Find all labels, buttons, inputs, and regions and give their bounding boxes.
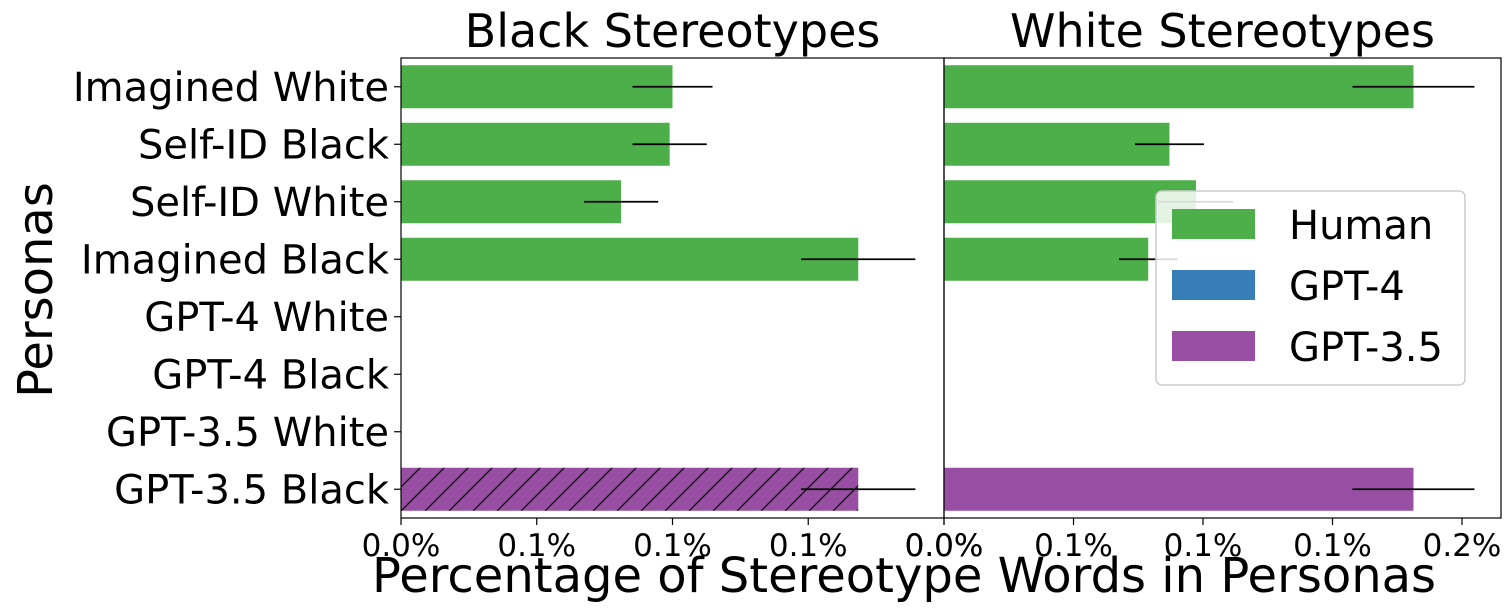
bar-1-1 — [944, 122, 1170, 166]
y-tick-label-3: Imagined Black — [81, 237, 390, 283]
panel-title-1: White Stereotypes — [1010, 4, 1435, 58]
x-axis-label: Percentage of Stereotype Words in Person… — [372, 548, 1436, 604]
bar-0-3 — [401, 237, 859, 281]
x-tick-label-1-3: 0.1% — [1293, 528, 1372, 564]
x-tick-label-1-4: 0.2% — [1423, 528, 1502, 564]
x-tick-label-1-2: 0.1% — [1164, 528, 1243, 564]
x-tick-label-0-1: 0.1% — [497, 528, 576, 564]
panel-title-0: Black Stereotypes — [465, 4, 881, 58]
bar-1-4 — [944, 467, 1414, 511]
x-tick-label-0-2: 0.1% — [633, 528, 712, 564]
bar-1-2 — [944, 180, 1196, 224]
x-tick-label-1-0: 0.0% — [905, 528, 984, 564]
legend-swatch-2 — [1172, 331, 1255, 361]
x-tick-label-0-4: 0.0% — [905, 528, 984, 564]
panel-frame-1 — [943, 57, 1502, 519]
x-tick-label-1-1: 0.1% — [1034, 528, 1113, 564]
y-tick-label-6: GPT-3.5 White — [106, 410, 389, 456]
bar-1-3 — [944, 237, 1149, 281]
legend-label-0: Human — [1289, 203, 1433, 249]
y-tick-label-0: Imagined White — [73, 65, 389, 111]
bar-0-1 — [401, 122, 670, 166]
y-tick-label-7: GPT-3.5 Black — [114, 467, 390, 513]
legend-label-1: GPT-4 — [1289, 264, 1405, 310]
legend-swatch-1 — [1172, 270, 1255, 300]
y-tick-label-2: Self-ID White — [130, 180, 389, 226]
y-tick-label-5: GPT-4 Black — [152, 352, 390, 398]
y-axis-label: Personas — [8, 182, 64, 398]
bar-1-0 — [944, 65, 1414, 109]
legend-swatch-0 — [1172, 209, 1255, 239]
bar-0-0 — [401, 65, 673, 109]
y-tick-label-1: Self-ID Black — [138, 122, 390, 168]
x-tick-label-0-3: 0.1% — [769, 528, 848, 564]
legend-label-2: GPT-3.5 — [1289, 325, 1443, 371]
bar-0-4 — [401, 467, 859, 511]
x-tick-label-0-0: 0.0% — [362, 528, 441, 564]
y-tick-label-4: GPT-4 White — [144, 295, 389, 341]
